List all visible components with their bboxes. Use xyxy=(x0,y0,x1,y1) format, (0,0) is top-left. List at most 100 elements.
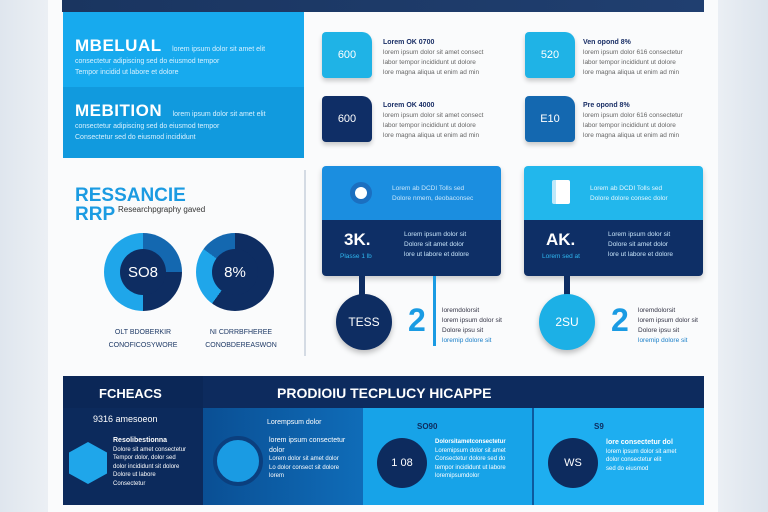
band-text: dolor consectetur elit xyxy=(606,457,662,463)
research-title: RESSANCIE RRP xyxy=(75,186,186,224)
folder-text: lore magna aliqua ut enim ad min xyxy=(583,69,680,76)
band-header: FCHEACS PRODIOIU TECPLUCY HICAPPE xyxy=(63,376,704,408)
pin-text: loremdolorsit xyxy=(638,307,676,314)
hero-text: Consectetur sed do eiusmod incididunt xyxy=(75,134,196,141)
folder-text: lore magna aliqua ut enim ad min xyxy=(383,69,480,76)
donut-value: 8% xyxy=(212,249,258,295)
folder-item-2: Ven opond 8% lorem ipsum dolor 616 consec… xyxy=(583,38,715,78)
band-heading: lore consectetur dol xyxy=(606,439,673,446)
folder-icon: 600 xyxy=(322,32,372,78)
card-subvalue: Lorem sed at xyxy=(542,253,580,260)
divider xyxy=(304,170,306,356)
hero-text: consectetur adipiscing sed do eiusmod te… xyxy=(75,123,220,130)
band-stat: S9 xyxy=(594,422,604,431)
folder-text: lorem ipsum dolor sit amet consect xyxy=(383,112,484,119)
folder-text: labor tempor incididunt ut dolore xyxy=(383,122,476,129)
target-icon xyxy=(350,182,372,204)
band-col-3-text: Dolorsitametconsectetur Loremipsum dolor… xyxy=(435,438,529,481)
band-title: PRODIOIU TECPLUCY HICAPPE xyxy=(277,385,492,401)
band-text: Consectetur dolore sed do xyxy=(435,456,506,462)
research-title-line1: RESSANCIE xyxy=(75,185,186,206)
band-col-1: 9316 amesoeon Resolibestionna Dolore sit… xyxy=(63,408,203,505)
pin-text: loremip dolore sit xyxy=(442,337,492,344)
folder-text: lorem ipsum dolor 616 consectetur xyxy=(583,112,683,119)
top-bar xyxy=(62,0,704,12)
band-col-2: Lorempsum dolor lorem ipsum consectetur … xyxy=(203,408,363,505)
donut-chart-1: SO8 xyxy=(104,233,182,311)
hero-block-2: MEBITION lorem ipsum dolor sit amet elit… xyxy=(63,87,304,158)
card-text: Lorem ipsum dolor sit xyxy=(404,231,467,238)
hero-panel: MBELUAL lorem ipsum dolor sit amet elit … xyxy=(63,12,304,158)
card-text: Lorem ab DCDI Tolls sed xyxy=(392,185,465,192)
donut-label-line: CONOFICOSYWORE xyxy=(108,342,178,349)
folder-text: lore magna aliqua ut enim ad min xyxy=(383,132,480,139)
pin-text: loremdolorsit xyxy=(442,307,480,314)
pin-text: loremip dolore sit xyxy=(638,337,688,344)
folder-text: labor tempor incididunt ut dolore xyxy=(583,122,676,129)
pin-stem xyxy=(564,276,570,310)
band-col-2-text: lorem ipsum consectetur dolor Lorem dolo… xyxy=(269,436,359,481)
band-text: Lo dolor consect sit dolore xyxy=(269,464,340,471)
band-stat: 9316 amesoeon xyxy=(93,414,158,424)
donut-value: SO8 xyxy=(120,249,166,295)
band-text: Loremipsum dolor sit amet xyxy=(435,447,506,454)
pin-text: lorem ipsum dolor sit xyxy=(442,317,502,324)
band-text: lorem ipsum dolor sit amet xyxy=(606,448,677,455)
folder-text: labor tempor incididunt ut dolore xyxy=(383,59,476,66)
card-text: Lorem ab DCDI Tolls sed xyxy=(590,185,663,192)
donut-chart-2: 8% xyxy=(196,233,274,311)
folder-title: Ven opond 8% xyxy=(583,39,631,46)
step-number: 2 xyxy=(611,302,629,338)
band-divider xyxy=(532,408,534,505)
card-text: Dolore dolore consec dolor xyxy=(590,195,668,202)
hero-text: consectetur adipiscing sed do eiusmod te… xyxy=(75,58,220,65)
card-subvalue: Plasse 1 lb xyxy=(340,253,372,260)
band-text: Dolorsitametconsectetur xyxy=(435,439,506,445)
band-text: Tempor dolor, dolor sed xyxy=(113,455,176,461)
research-subtitle: Researchpgraphy gaved xyxy=(118,205,206,214)
band-text: lorem ipsum consectetur dolor xyxy=(269,437,346,454)
band-text: Dolore ut labore xyxy=(113,472,156,478)
band-col-4: S9 WS lore consectetur dol lorem ipsum d… xyxy=(534,408,704,505)
card-text: Lorem ipsum dolor sit xyxy=(608,231,671,238)
folder-item-3: Lorem OK 4000 lorem ipsum dolor sit amet … xyxy=(383,101,515,141)
stat-card-2: Lorem ab DCDI Tolls sed Dolore dolore co… xyxy=(524,166,703,276)
folder-text: lorem ipsum dolor sit amet consect xyxy=(383,49,484,56)
folder-title: Pre opond 8% xyxy=(583,102,630,109)
band-circle: 1 08 xyxy=(377,438,427,488)
card-value: AK. xyxy=(546,230,576,249)
pin-text-1: loremdolorsit lorem ipsum dolor sit Dolore… xyxy=(442,306,532,346)
band-left-title: FCHEACS xyxy=(99,386,162,401)
band-text: sed do eiusmod xyxy=(606,465,649,472)
donut-label-2: NI CDRRBFHEREE CONOBDEREASWON xyxy=(186,326,296,352)
folder-text: labor tempor incididunt ut dolore xyxy=(583,59,676,66)
band-text: Consectetur xyxy=(113,480,146,487)
card-text: Dolore sit amet dolor xyxy=(608,241,668,248)
band-stat: SO90 xyxy=(417,422,438,431)
hero-title-1: MBELUAL xyxy=(75,36,162,55)
band-text: dolor incididunt sit dolore xyxy=(113,463,180,470)
pin-stem xyxy=(359,276,365,306)
folder-text: lore magna aliqua ut enim ad min xyxy=(583,132,680,139)
pin-line xyxy=(433,276,436,346)
document-icon xyxy=(552,180,570,204)
pin-text: lorem ipsum dolor sit xyxy=(638,317,698,324)
folder-icon: E10 xyxy=(525,96,575,142)
pin-text: Dolore ipsu sit xyxy=(442,327,484,334)
band-text: Lorem dolor sit amet dolor xyxy=(269,456,339,462)
hero-text: lorem ipsum dolor sit amet elit xyxy=(172,46,266,53)
folder-icon: 520 xyxy=(525,32,575,78)
technology-band: FCHEACS PRODIOIU TECPLUCY HICAPPE 9316 a… xyxy=(63,376,704,505)
hexagon-icon xyxy=(69,442,107,484)
donut-label-line: OLT BDOBERKIR xyxy=(114,329,172,336)
donut-label-line: CONOBDEREASWON xyxy=(205,342,277,349)
card-text: lore ut labore et dolore xyxy=(404,251,470,258)
card-text: Dolore nmem, deobaconsec xyxy=(392,195,474,202)
pin-text: Dolore ipsu sit xyxy=(638,327,680,334)
band-col-4-text: lore consectetur dol lorem ipsum dolor s… xyxy=(606,438,700,473)
hero-block-1: MBELUAL lorem ipsum dolor sit amet elit … xyxy=(63,12,304,87)
hero-text: Tempor incidid ut labore et dolore xyxy=(75,69,179,76)
card-text: lore ut labore et dolore xyxy=(608,251,674,258)
band-text: loremipsumdolor xyxy=(435,473,480,479)
band-text: tempor incididunt ut labore xyxy=(435,464,506,471)
